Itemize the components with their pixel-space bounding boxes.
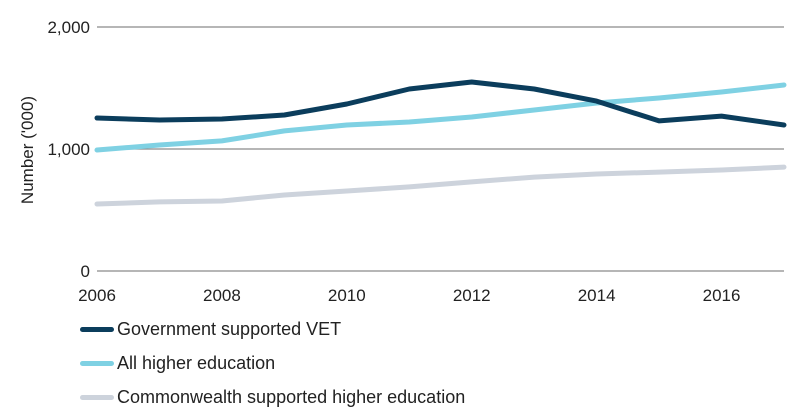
x-tick-label: 2014 [578,286,616,305]
y-tick-label: 1,000 [47,140,90,159]
y-axis-title: Number ('000) [18,96,37,204]
x-tick-label: 2006 [78,286,116,305]
legend-label-vet: Government supported VET [117,318,342,339]
series-line-commonwealth-supported-higher-education [94,164,787,207]
legend-swatch-cshe [80,394,114,400]
series-line-all-higher-education [94,82,787,153]
x-axis-ticks: 2006 2008 2010 2012 2014 2016 [78,286,740,305]
legend-item-all-he: All higher education [80,346,465,380]
legend-item-cshe: Commonwealth supported higher education [80,380,465,414]
legend-item-vet: Government supported VET [80,312,465,346]
y-tick-label: 0 [81,262,90,281]
x-tick-label: 2016 [703,286,741,305]
x-tick-label: 2012 [453,286,491,305]
legend: Government supported VET All higher educ… [80,312,465,414]
legend-label-all-he: All higher education [117,352,276,373]
series-lines [94,79,787,207]
y-axis-ticks: 0 1,000 2,000 [47,18,90,281]
legend-label-cshe: Commonwealth supported higher education [117,386,466,407]
gridlines [97,26,784,272]
x-tick-label: 2008 [203,286,241,305]
y-tick-label: 2,000 [47,18,90,37]
legend-swatch-all-he [80,360,114,366]
legend-swatch-vet [80,326,114,332]
series-line-government-supported-vet [94,79,787,128]
x-tick-label: 2010 [328,286,366,305]
